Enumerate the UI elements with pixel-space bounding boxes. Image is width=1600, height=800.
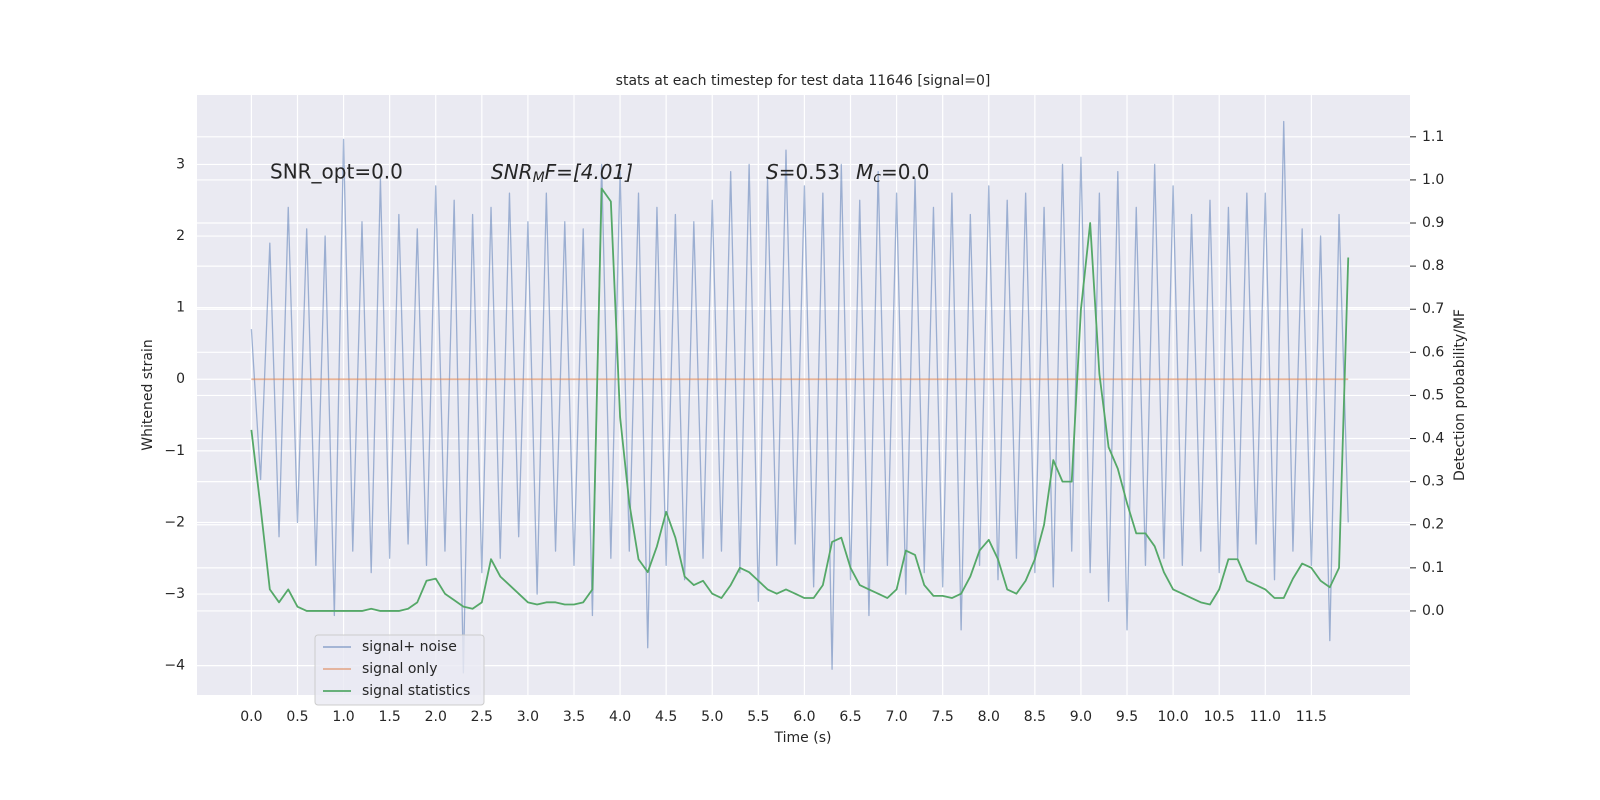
x-tick-label: 2.0 [425,709,447,725]
y2-tick-label: 0.5 [1422,387,1444,403]
series-line [250,187,1350,612]
y-tick-label: −3 [164,586,185,602]
marks [250,120,1350,674]
annotation-part: =0.53 [779,160,840,184]
y-tick-label: 2 [176,228,185,244]
annotation: S=0.53 Mc=0.0 [766,160,930,187]
x-tick-label: 2.5 [471,709,493,725]
y2-tick-label: 0.6 [1422,344,1444,360]
y2-tick-label: 0.8 [1422,258,1444,274]
annotation-part: c [873,170,881,186]
annotation-part: SNR [491,160,533,184]
x-tick-label: 9.0 [1070,709,1092,725]
x-tick-label: 1.0 [332,709,354,725]
x-tick-label: 5.0 [701,709,723,725]
y-axis-label: Whitened strain [140,339,156,450]
annotation-part: M [533,170,545,186]
legend-label: signal statistics [362,683,470,699]
y-tick-label: −4 [164,658,185,674]
y2-tick-label: 1.1 [1422,129,1444,145]
y2-tick-label: 0.1 [1422,560,1444,576]
y2-tick-label: 0.4 [1422,431,1444,447]
annotation-part: F=[4.01] [545,160,633,184]
y-tick-label: −2 [164,514,185,530]
x-tick-label: 10.0 [1158,709,1189,725]
legend-box [314,634,485,706]
legend: signal+ noise signal only signal statistic… [314,634,485,706]
y2-tick-label: 0.0 [1422,603,1444,619]
x-tick-label: 7.5 [932,709,954,725]
x-tick-label: 7.0 [885,709,907,725]
y-tick-label: 0 [176,371,185,387]
x-tick-label: 3.5 [563,709,585,725]
y2-axis-label: Detection probability/MF [1452,309,1468,481]
x-tick-label: 0.5 [286,709,308,725]
x-tick-label: 9.5 [1116,709,1138,725]
legend-label: signal+ noise [362,639,457,655]
x-tick-label: 5.5 [747,709,769,725]
y-tick-label: 1 [176,300,185,316]
x-axis-label: Time (s) [774,730,832,746]
y-tick-label: 3 [176,156,185,172]
annotation: SNR_opt=0.0 [270,160,403,184]
x-tick-label: 0.0 [240,709,262,725]
x-tick-label: 11.5 [1296,709,1327,725]
y2-tick-label: 0.7 [1422,301,1444,317]
annotation-part: =0.0 [881,160,930,184]
y2-tick-label: 1.0 [1422,172,1444,188]
y2-tick-label: 0.9 [1422,215,1444,231]
y2-tick-label: 0.3 [1422,474,1444,490]
x-tick-label: 8.5 [1024,709,1046,725]
series-line [250,120,1349,674]
x-tick-label: 8.0 [978,709,1000,725]
x-tick-label: 11.0 [1250,709,1281,725]
x-tick-label: 10.5 [1204,709,1235,725]
x-tick-label: 1.5 [379,709,401,725]
x-tick-label: 6.0 [793,709,815,725]
annotation-part: M [856,160,873,184]
x-tick-label: 6.5 [839,709,861,725]
x-tick-label: 4.5 [655,709,677,725]
chart-title: stats at each timestep for test data 116… [616,73,991,89]
legend-label: signal only [362,661,437,677]
y2-tick-label: 0.2 [1422,517,1444,533]
annotation-part: S [766,160,779,184]
x-tick-label: 4.0 [609,709,631,725]
y-tick-label: −1 [164,443,185,459]
annotation: SNRMF=[4.01] [491,160,633,187]
x-tick-label: 3.0 [517,709,539,725]
